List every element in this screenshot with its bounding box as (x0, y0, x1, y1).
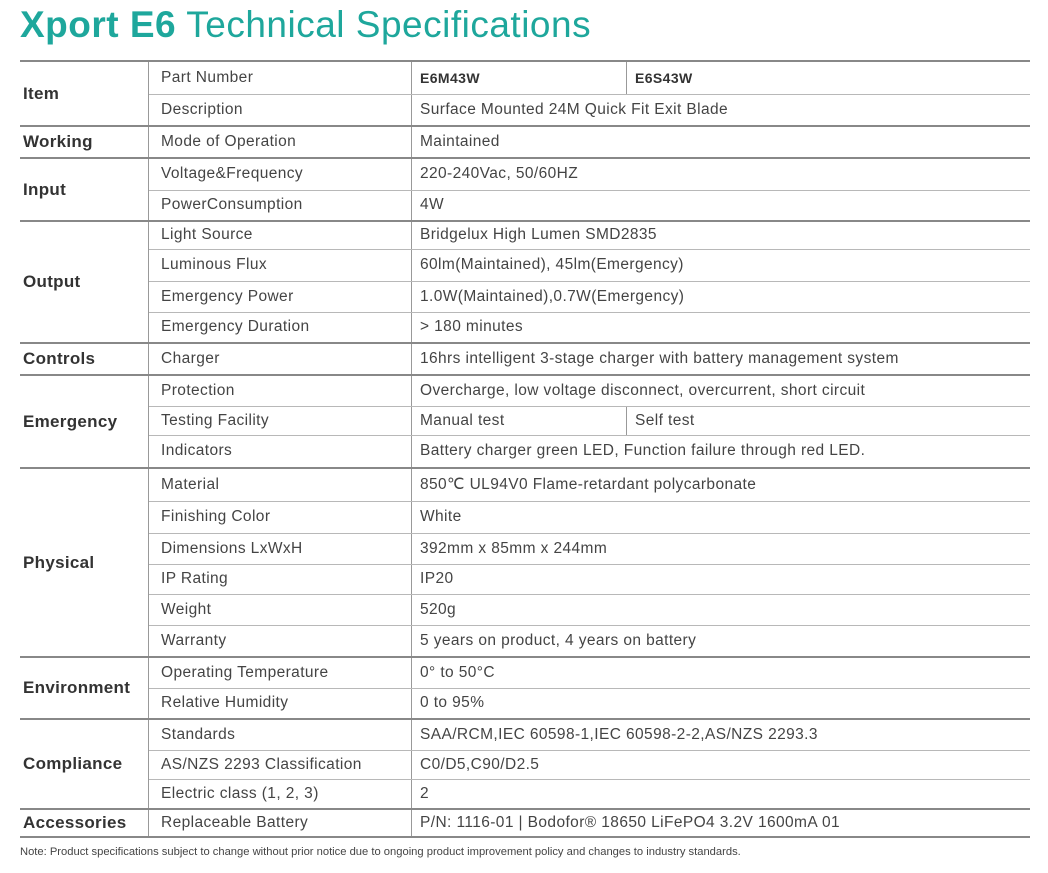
spec-label: Voltage&Frequency (148, 158, 412, 191)
table-row: Item Part Number E6M43W E6S43W (20, 61, 1030, 127)
spec-value: White (411, 501, 1030, 534)
spec-label: AS/NZS 2293 Classification (148, 750, 412, 780)
spec-label: Emergency Duration (148, 312, 412, 344)
spec-value: 392mm x 85mm x 244mm (411, 533, 1030, 565)
table-row: IP Rating IP20 (20, 564, 1030, 595)
group-label: Input (20, 158, 149, 222)
spec-value: Surface Mounted 24M Quick Fit Exit Blade (411, 94, 1030, 127)
spec-value: 520g (411, 594, 1030, 626)
table-row: Luminous Flux 60lm(Maintained), 45lm(Emer… (20, 249, 1030, 282)
spec-value: Overcharge, low voltage disconnect, over… (411, 375, 1030, 407)
spec-label: Testing Facility (148, 406, 412, 436)
spec-label: Light Source (148, 221, 412, 250)
spec-label: Electric class (1, 2, 3) (148, 779, 412, 810)
group-label: Working (20, 126, 149, 159)
spec-table: Item Part Number E6M43W E6S43W Description Su… (20, 60, 1030, 838)
group-label: Item (20, 61, 149, 127)
table-row: Indicators Battery charger green LED, Fun… (20, 435, 1030, 469)
table-row: Working Mode of Operation Maintained (20, 126, 1030, 159)
spec-label: Standards (148, 719, 412, 751)
spec-value: 5 years on product, 4 years on battery (411, 625, 1030, 658)
spec-label: Mode of Operation (148, 126, 412, 159)
table-row: Compliance Standards SAA/RCM,IEC 60598-1,I… (20, 719, 1030, 810)
spec-value: C0/D5,C90/D2.5 (411, 750, 1030, 780)
spec-value: 850℃ UL94V0 Flame-retardant polycarbonat… (411, 468, 1030, 502)
table-row: Emergency Power 1.0W(Maintained),0.7W(Eme… (20, 281, 1030, 313)
table-row: Accessories Replaceable Battery P/N: 1116-… (20, 809, 1030, 838)
spec-value: SAA/RCM,IEC 60598-1,IEC 60598-2-2,AS/NZS… (411, 719, 1030, 751)
spec-label: Protection (148, 375, 412, 407)
table-row: Output Light Source Bridgelux High Lumen S… (20, 221, 1030, 344)
spec-label: Charger (148, 343, 412, 376)
spec-label: Operating Temperature (148, 657, 412, 689)
spec-label: Weight (148, 594, 412, 626)
spec-label: Finishing Color (148, 501, 412, 534)
spec-value: 1.0W(Maintained),0.7W(Emergency) (411, 281, 1030, 313)
spec-label: Warranty (148, 625, 412, 658)
spec-value: 2 (411, 779, 1030, 810)
spec-label: Relative Humidity (148, 688, 412, 720)
spec-value: P/N: 1116-01 | Bodofor® 18650 LiFePO4 3.… (411, 809, 1030, 838)
table-row: Physical Material 850℃ UL94V0 Flame-retard… (20, 468, 1030, 658)
spec-value: 16hrs intelligent 3-stage charger with b… (411, 343, 1030, 376)
spec-value: Bridgelux High Lumen SMD2835 (411, 221, 1030, 250)
spec-value: Manual test (411, 406, 627, 436)
spec-value: Battery charger green LED, Function fail… (411, 435, 1030, 469)
spec-value: IP20 (411, 564, 1030, 595)
spec-label: Description (148, 94, 412, 127)
group-label: Environment (20, 657, 149, 720)
spec-value: 220-240Vac, 50/60HZ (411, 158, 1030, 191)
spec-value: E6M43W (411, 61, 627, 95)
group-label: Emergency (20, 375, 149, 469)
table-row: Dimensions LxWxH 392mm x 85mm x 244mm (20, 533, 1030, 565)
spec-value: > 180 minutes (411, 312, 1030, 344)
table-row: AS/NZS 2293 Classification C0/D5,C90/D2.5 (20, 750, 1030, 780)
spec-label: Replaceable Battery (148, 809, 412, 838)
table-row: PowerConsumption 4W (20, 190, 1030, 222)
spec-value: 60lm(Maintained), 45lm(Emergency) (411, 249, 1030, 282)
group-label: Accessories (20, 809, 149, 838)
table-row: Warranty 5 years on product, 4 years on b… (20, 625, 1030, 658)
spec-label: Dimensions LxWxH (148, 533, 412, 565)
spec-label: Emergency Power (148, 281, 412, 313)
spec-value: 4W (411, 190, 1030, 222)
table-row: Controls Charger 16hrs intelligent 3-stage… (20, 343, 1030, 376)
table-row: Relative Humidity 0 to 95% (20, 688, 1030, 720)
spec-label: Part Number (148, 61, 412, 95)
group-label: Physical (20, 468, 149, 658)
footnote: Note: Product specifications subject to … (20, 846, 741, 858)
spec-value: E6S43W (626, 61, 1030, 95)
table-row: Input Voltage&Frequency 220-240Vac, 50/60H… (20, 158, 1030, 222)
group-label: Compliance (20, 719, 149, 810)
group-label: Controls (20, 343, 149, 376)
group-label: Output (20, 221, 149, 344)
spec-value: 0° to 50°C (411, 657, 1030, 689)
spec-value: 0 to 95% (411, 688, 1030, 720)
spec-label: Material (148, 468, 412, 502)
table-row: Finishing Color White (20, 501, 1030, 534)
table-row: Emergency Duration > 180 minutes (20, 312, 1030, 344)
table-row: Electric class (1, 2, 3) 2 (20, 779, 1030, 810)
spec-label: Indicators (148, 435, 412, 469)
table-row: Environment Operating Temperature 0° to 50… (20, 657, 1030, 720)
table-row: Emergency Protection Overcharge, low volta… (20, 375, 1030, 469)
table-row: Testing Facility Manual test Self test (20, 406, 1030, 436)
spec-label: IP Rating (148, 564, 412, 595)
spec-value: Self test (626, 406, 1030, 436)
table-row: Weight 520g (20, 594, 1030, 626)
page-title: Xport E6 Technical Specifications (20, 4, 592, 45)
table-row: Description Surface Mounted 24M Quick Fit… (20, 94, 1030, 127)
spec-label: Luminous Flux (148, 249, 412, 282)
spec-value: Maintained (411, 126, 1030, 159)
spec-label: PowerConsumption (148, 190, 412, 222)
